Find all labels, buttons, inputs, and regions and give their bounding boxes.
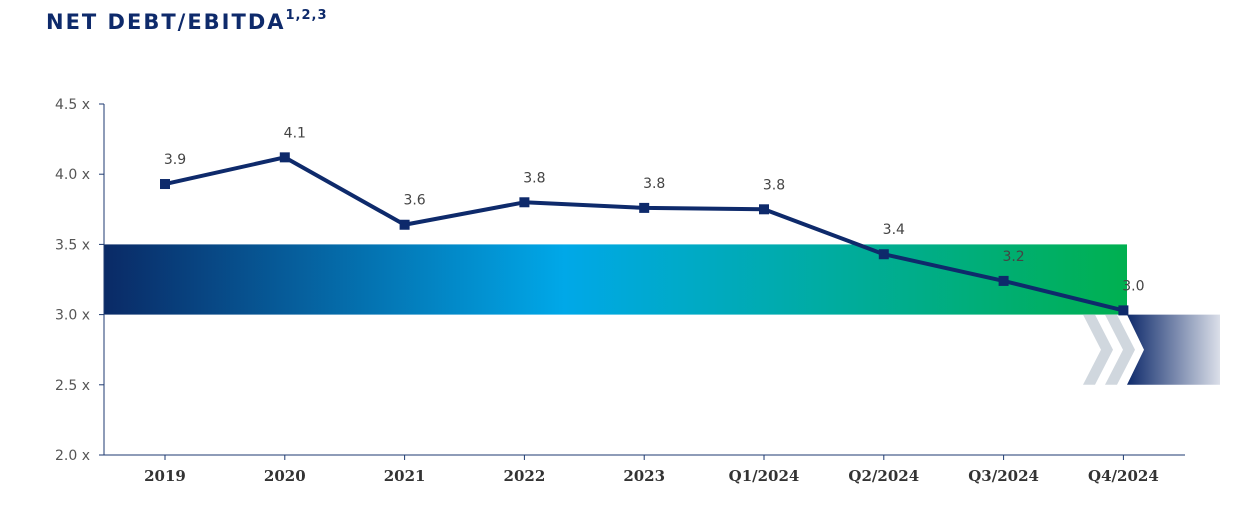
x-tick-label: 2023 [623,467,665,485]
data-label: 4.1 [284,125,306,141]
data-label: 3.2 [1002,249,1024,265]
data-label: 3.8 [523,170,545,186]
chevron-icon [1083,314,1113,385]
y-tick-label: 4.0 x [55,167,90,183]
chevron-icon [1105,314,1135,385]
data-point-marker [279,152,290,163]
data-point-marker [399,219,410,230]
data-label: 3.0 [1122,278,1144,294]
y-tick-label: 4.5 x [55,97,90,113]
data-label: 3.9 [164,152,186,168]
data-point-marker [519,197,530,208]
title-footnote-marks: 1,2,3 [285,8,328,23]
data-point-marker [998,275,1009,286]
arrow-icon [1127,314,1220,385]
chart-title: NET DEBT/EBITDA1,2,3 [46,8,328,34]
x-tick-label: 2021 [384,467,426,485]
data-label: 3.8 [763,177,785,193]
y-tick-label: 3.0 x [55,308,90,324]
data-label: 3.6 [403,193,425,209]
target-range-band [104,244,1127,315]
data-point-marker [639,202,650,213]
data-point-marker [160,179,170,190]
y-tick-label: 2.5 x [55,378,90,394]
x-tick-label: Q3/2024 [968,467,1039,485]
data-label: 3.4 [883,222,905,238]
x-tick-label: 2020 [264,467,306,485]
y-tick-label: 2.0 x [55,448,90,464]
x-tick-label: 2022 [504,467,546,485]
data-point-marker [1118,305,1129,316]
x-tick-label: Q1/2024 [729,467,800,485]
data-point-marker [878,249,889,260]
data-point-marker [759,204,769,215]
x-tick-label: Q4/2024 [1088,467,1159,485]
x-tick-label: 2019 [144,467,186,485]
x-tick-label: Q2/2024 [848,467,919,485]
data-label: 3.8 [643,176,665,192]
y-tick-label: 3.5 x [55,237,90,253]
